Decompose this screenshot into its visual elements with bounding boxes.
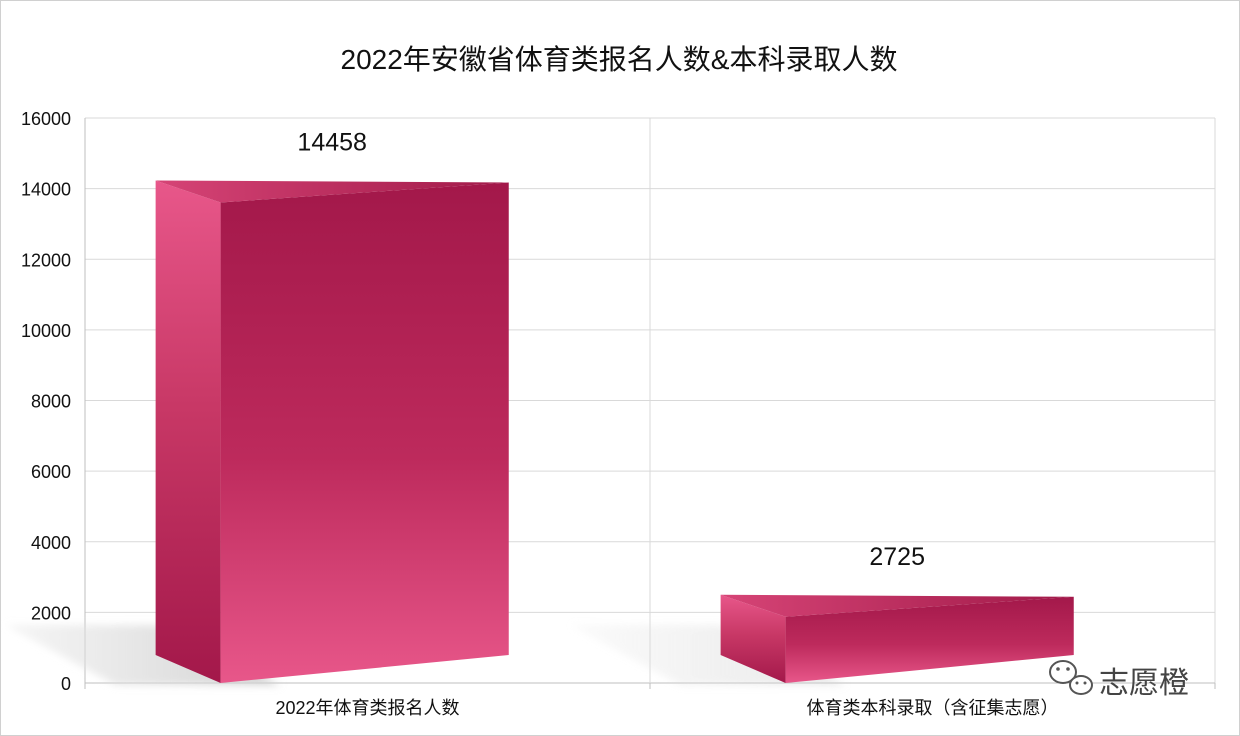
y-axis-ticks: 0 2000 4000 6000 8000 10000 12000 14000 16000: [21, 109, 71, 694]
bar-top-face-1: [720, 594, 1074, 617]
watermark: 志愿橙: [1049, 660, 1189, 700]
bar-side-face-1: [720, 594, 786, 683]
bar-front-face-0: [220, 182, 509, 683]
wechat-icon: [1049, 660, 1093, 695]
y-tick-label-14000: 14000: [21, 180, 71, 200]
y-tick-label-2000: 2000: [31, 603, 71, 623]
x-tick-label-0: 2022年体育类报名人数: [275, 698, 459, 718]
bar-front-face-1: [785, 596, 1074, 683]
y-tick-label-4000: 4000: [31, 533, 71, 553]
x-axis-labels: 2022年体育类报名人数 体育类本科录取（含征集志愿）: [275, 698, 1058, 718]
data-label-0: 14458: [297, 128, 367, 156]
x-tick-label-1: 体育类本科录取（含征集志愿）: [807, 698, 1059, 718]
y-tick-label-0: 0: [61, 674, 71, 694]
y-tick-label-10000: 10000: [21, 321, 71, 341]
data-labels: 14458 2725: [297, 128, 925, 570]
bar-top-face-0: [155, 180, 509, 203]
bar-side-face-0: [155, 180, 221, 683]
y-tick-label-6000: 6000: [31, 462, 71, 482]
y-tick-label-12000: 12000: [21, 250, 71, 270]
y-tick-label-8000: 8000: [31, 392, 71, 412]
bar-0: [155, 180, 509, 683]
chart-title: 2022年安徽省体育类报名人数&本科录取人数: [341, 44, 898, 75]
y-tick-label-16000: 16000: [21, 109, 71, 129]
watermark-text: 志愿橙: [1099, 667, 1189, 700]
data-label-1: 2725: [869, 543, 925, 571]
bar-1: [720, 594, 1074, 683]
bars: [155, 180, 1074, 683]
